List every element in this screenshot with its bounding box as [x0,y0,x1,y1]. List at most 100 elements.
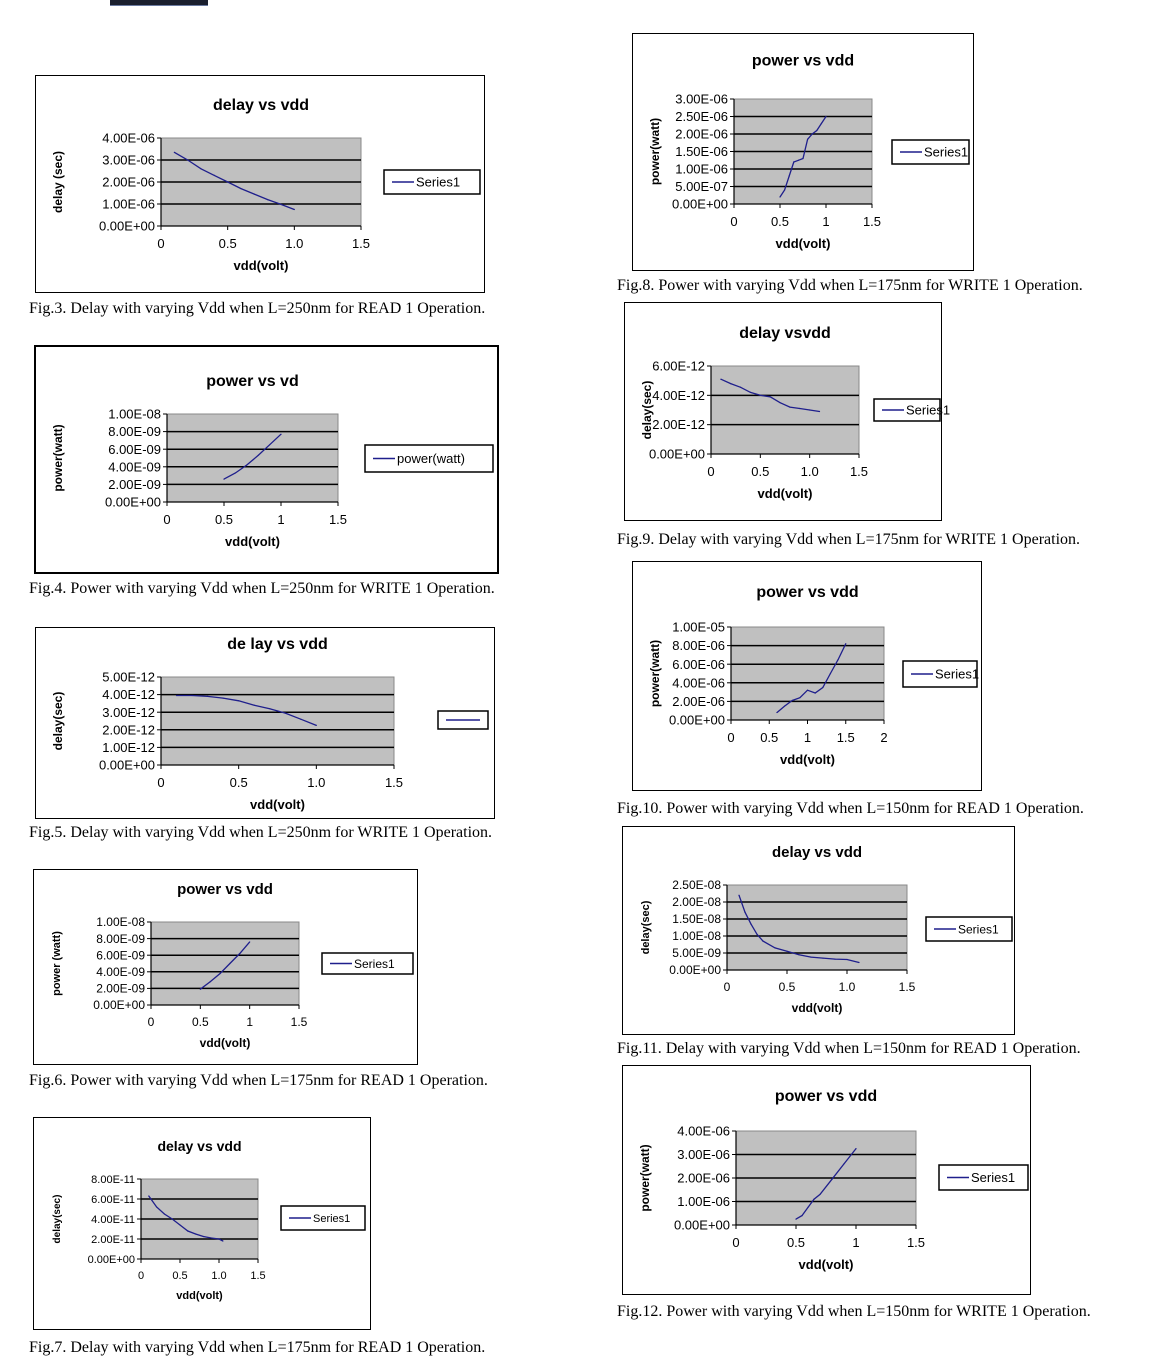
x-tick-label: 0 [163,512,170,527]
y-tick-label: 1.00E-05 [672,620,725,635]
y-tick-label: 4.00E-06 [677,1124,730,1139]
data-point [199,988,201,990]
y-axis-label: delay(sec) [52,1195,63,1244]
y-tick-label: 3.00E-12 [102,705,155,720]
y-tick-label: 1.00E-06 [102,197,155,212]
y-tick-label: 2.00E-06 [675,127,728,142]
x-axis-label: vdd(volt) [250,797,305,812]
figure-caption: Fig.10. Power with varying Vdd when L=15… [617,800,1084,817]
data-point [229,962,231,965]
y-tick-label: 5.00E-09 [672,946,721,960]
y-tick-label: 4.00E-09 [96,965,145,979]
data-point [818,410,821,413]
data-point [799,407,801,410]
chart-title: delay vsvdd [739,325,831,342]
data-point [240,188,242,190]
y-tick-label: 2.00E-08 [672,895,721,909]
data-point [202,1235,204,1238]
y-tick-label: 2.50E-06 [675,109,728,124]
data-point [213,174,215,176]
x-tick-label: 2 [880,730,887,745]
y-tick-label: 4.00E-06 [672,675,725,690]
y-tick-label: 1.50E-08 [672,912,721,926]
legend-label: Series1 [354,957,395,971]
y-axis-label: power(watt) [648,640,662,707]
legend-box [383,169,481,195]
data-point [795,1218,797,1220]
data-point [807,1206,809,1208]
data-point [219,972,221,975]
data-point [789,406,791,408]
x-tick-label: 1.0 [211,1270,226,1282]
data-point [822,686,824,689]
y-tick-label: 6.00E-12 [652,359,705,374]
chart-title: power vs vdd [177,881,273,898]
y-tick-label: 2.00E-09 [96,982,145,996]
x-tick-label: 1.5 [837,730,855,745]
data-point [315,724,317,726]
data-point [816,129,818,132]
data-point [222,697,224,699]
y-tick-label: 1.00E-08 [96,915,145,929]
data-point [209,981,211,983]
chart-svg: power vs vdd0.00E+005.00E-071.00E-061.50… [648,52,970,251]
series-line [223,433,282,480]
y-tick-label: 0.00E+00 [672,197,728,212]
x-tick-label: 0.5 [751,464,769,479]
data-point [740,386,742,388]
chart-svg: power vs vd 0.00E+00 2.00E-09 4.00E-09 6.00E… [51,373,494,549]
chart-svg: power vs vdd 0.00E+00 1.00E-06 2.00E-06 3.00… [638,1088,1029,1272]
x-tick-label: 1 [822,214,829,229]
figure-caption: Fig.9. Delay with varying Vdd when L=175… [617,531,1081,548]
x-tick-label: 1 [277,512,284,527]
legend-label: Series1 [935,667,979,682]
data-point [207,695,209,697]
y-tick-label: 3.00E-06 [675,92,728,107]
data-point [187,1230,189,1232]
data-point [267,199,269,201]
data-point [249,941,251,943]
data-point [783,705,786,707]
figure-caption: Fig.6. Power with varying Vdd when L=175… [29,1072,488,1089]
y-tick-label: 2.00E-11 [91,1234,135,1246]
data-point [793,161,795,163]
figure-caption: Fig.5. Delay with varying Vdd when L=250… [29,824,493,841]
x-tick-label: 1.5 [850,464,868,479]
data-point [171,1218,173,1220]
data-point [801,1215,803,1217]
series-line [176,694,317,727]
data-point [195,1233,197,1235]
legend-box [321,952,414,975]
figure-caption: Fig.7. Delay with varying Vdd when L=175… [29,1339,486,1356]
data-point [769,396,771,398]
data-point [744,911,746,913]
series-line [795,1148,857,1220]
plot-area [730,626,885,721]
chart-frame: de lay vs vdd 0.00E+00 1.00E-12 2.00E-12 3.0… [35,627,495,819]
y-tick-label: 8.00E-11 [91,1174,135,1186]
data-point [179,1224,181,1226]
data-point [253,193,255,195]
chart-frame: power vs vdd 0.00E+00 2.00E-06 4.00E-06 6.00… [632,561,982,791]
x-axis-label: vdd(volt) [799,1257,854,1272]
y-tick-label: 0.00E+00 [93,998,145,1012]
data-point [799,697,801,699]
x-tick-label: 1.0 [839,980,856,994]
y-axis-label: delay(sec) [51,692,65,751]
legend-label: Series1 [906,403,950,418]
x-tick-label: 0 [148,1015,155,1029]
y-tick-label: 2.00E-12 [102,722,155,737]
x-axis-label: vdd(volt) [200,1036,251,1050]
data-point [222,1240,224,1242]
legend-label: power(watt) [397,451,465,466]
chart-frame: delay vs vdd 0.00E+00 1.00E-06 2.00E-06 3.00… [35,75,485,293]
data-point [253,704,255,706]
data-point [809,409,811,411]
data-point [813,1198,815,1200]
x-tick-label: 1.0 [285,236,303,251]
data-point [825,115,827,118]
figure-caption: Fig.3. Delay with varying Vdd when L=250… [29,300,486,317]
y-tick-label: 3.00E-06 [102,153,155,168]
data-point [269,708,271,710]
header-image-fragment [110,0,208,6]
